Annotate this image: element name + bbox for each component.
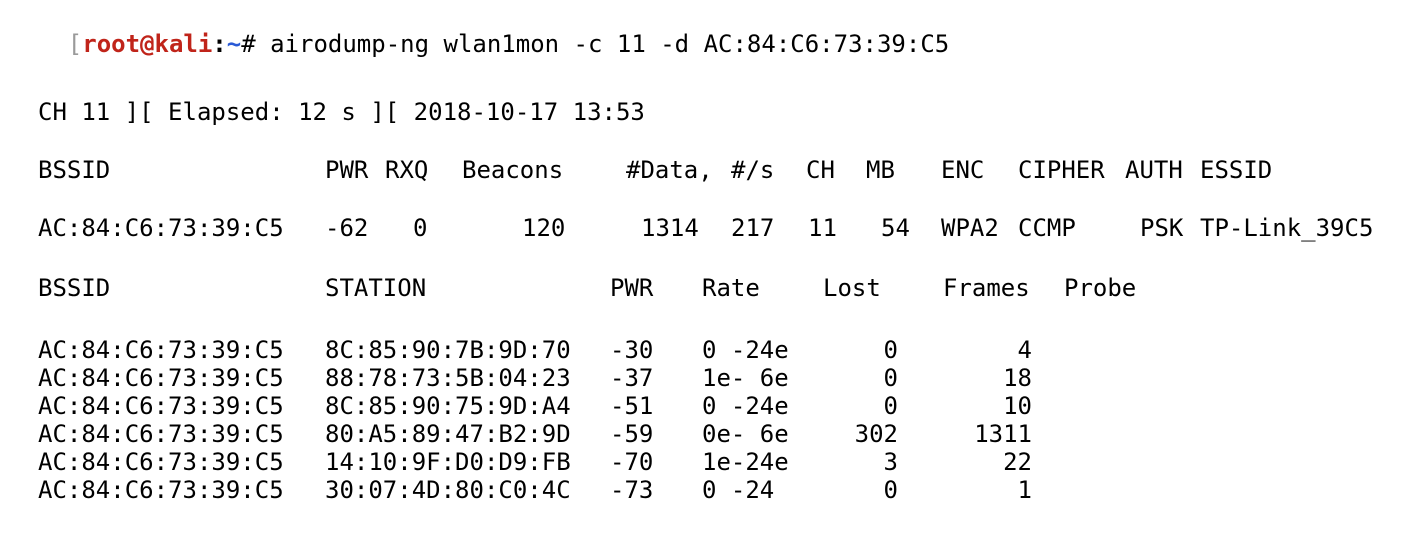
station-row-lost: 0 xyxy=(883,392,898,420)
station-row-frames: 4 xyxy=(1017,336,1032,364)
station-row-pwr: -51 xyxy=(610,392,654,420)
command-prompt-line: [root@kali:~# airodump-ng wlan1mon -c 11… xyxy=(10,2,949,58)
station-row-pwr: -30 xyxy=(610,336,654,364)
station-row-pwr: -59 xyxy=(610,420,654,448)
station-row-frames: 10 xyxy=(1003,392,1032,420)
station-row-lost: 0 xyxy=(883,336,898,364)
station-row-lost: 0 xyxy=(883,476,898,504)
station-row-rate: 0 -24e xyxy=(702,336,789,364)
station-row-station: 80:A5:89:47:B2:9D xyxy=(325,420,571,448)
station-row-rate: 0e- 6e xyxy=(702,420,789,448)
ap-header-bssid: BSSID xyxy=(38,156,111,184)
station-row-rate: 1e- 6e xyxy=(702,364,789,392)
ap-header-auth: AUTH xyxy=(1125,156,1183,184)
station-row-frames: 18 xyxy=(1003,364,1032,392)
station-row-pwr: -37 xyxy=(610,364,654,392)
station-row-bssid: AC:84:C6:73:39:C5 xyxy=(38,392,284,420)
station-row-bssid: AC:84:C6:73:39:C5 xyxy=(38,448,284,476)
ap-header-per-s: #/s xyxy=(731,156,775,184)
station-header-pwr: PWR xyxy=(610,274,654,302)
ap-header-enc: ENC xyxy=(941,156,985,184)
ap-header-cipher: CIPHER xyxy=(1018,156,1105,184)
station-header-lost: Lost xyxy=(823,274,881,302)
station-row-station: 88:78:73:5B:04:23 xyxy=(325,364,571,392)
station-row-station: 8C:85:90:7B:9D:70 xyxy=(325,336,571,364)
station-row-frames: 1 xyxy=(1017,476,1032,504)
station-row-pwr: -73 xyxy=(610,476,654,504)
ap-bssid: AC:84:C6:73:39:C5 xyxy=(38,214,284,242)
station-header-frames: Frames xyxy=(943,274,1030,302)
station-row-station: 8C:85:90:75:9D:A4 xyxy=(325,392,571,420)
ap-enc: WPA2 xyxy=(941,214,999,242)
ap-ch: 11 xyxy=(808,214,837,242)
station-row-lost: 302 xyxy=(854,420,898,448)
ap-header-pwr: PWR xyxy=(325,156,369,184)
prompt-user-host: root@kali xyxy=(82,30,213,58)
ap-header-data: #Data, xyxy=(626,156,713,184)
station-header-bssid: BSSID xyxy=(38,274,111,302)
prompt-symbol: # xyxy=(241,30,256,58)
prompt-path: ~ xyxy=(226,30,242,58)
station-header-rate: Rate xyxy=(702,274,760,302)
ap-cipher: CCMP xyxy=(1018,214,1076,242)
station-row-rate: 0 -24 xyxy=(702,476,775,504)
ap-mb: 54 xyxy=(881,214,910,242)
station-header-probe: Probe xyxy=(1064,274,1137,302)
ap-data: 1314 xyxy=(641,214,699,242)
ap-header-rxq: RXQ xyxy=(385,156,429,184)
ap-pwr: -62 xyxy=(325,214,369,242)
prompt-colon: : xyxy=(212,30,227,58)
prompt-bracket: [ xyxy=(67,30,83,58)
station-row-lost: 3 xyxy=(883,448,898,476)
ap-header-ch: CH xyxy=(806,156,835,184)
station-row-rate: 1e-24e xyxy=(702,448,789,476)
station-row-bssid: AC:84:C6:73:39:C5 xyxy=(38,364,284,392)
ap-rxq: 0 xyxy=(413,214,428,242)
station-row-frames: 1311 xyxy=(974,420,1032,448)
ap-auth: PSK xyxy=(1140,214,1184,242)
station-row-rate: 0 -24e xyxy=(702,392,789,420)
station-row-station: 30:07:4D:80:C0:4C xyxy=(325,476,571,504)
ap-header-essid: ESSID xyxy=(1200,156,1273,184)
station-row-station: 14:10:9F:D0:D9:FB xyxy=(325,448,571,476)
station-row-lost: 0 xyxy=(883,364,898,392)
station-row-bssid: AC:84:C6:73:39:C5 xyxy=(38,336,284,364)
station-row-bssid: AC:84:C6:73:39:C5 xyxy=(38,420,284,448)
station-row-frames: 22 xyxy=(1003,448,1032,476)
ap-essid: TP-Link_39C5 xyxy=(1200,214,1374,242)
command-text: airodump-ng wlan1mon -c 11 -d AC:84:C6:7… xyxy=(255,30,950,58)
ap-header-mb: MB xyxy=(866,156,895,184)
station-header-station: STATION xyxy=(325,274,427,302)
station-row-pwr: -70 xyxy=(610,448,654,476)
status-line: CH 11 ][ Elapsed: 12 s ][ 2018-10-17 13:… xyxy=(38,98,645,126)
station-row-bssid: AC:84:C6:73:39:C5 xyxy=(38,476,284,504)
ap-per-s: 217 xyxy=(731,214,775,242)
ap-header-beacons: Beacons xyxy=(462,156,564,184)
ap-beacons: 120 xyxy=(522,214,566,242)
